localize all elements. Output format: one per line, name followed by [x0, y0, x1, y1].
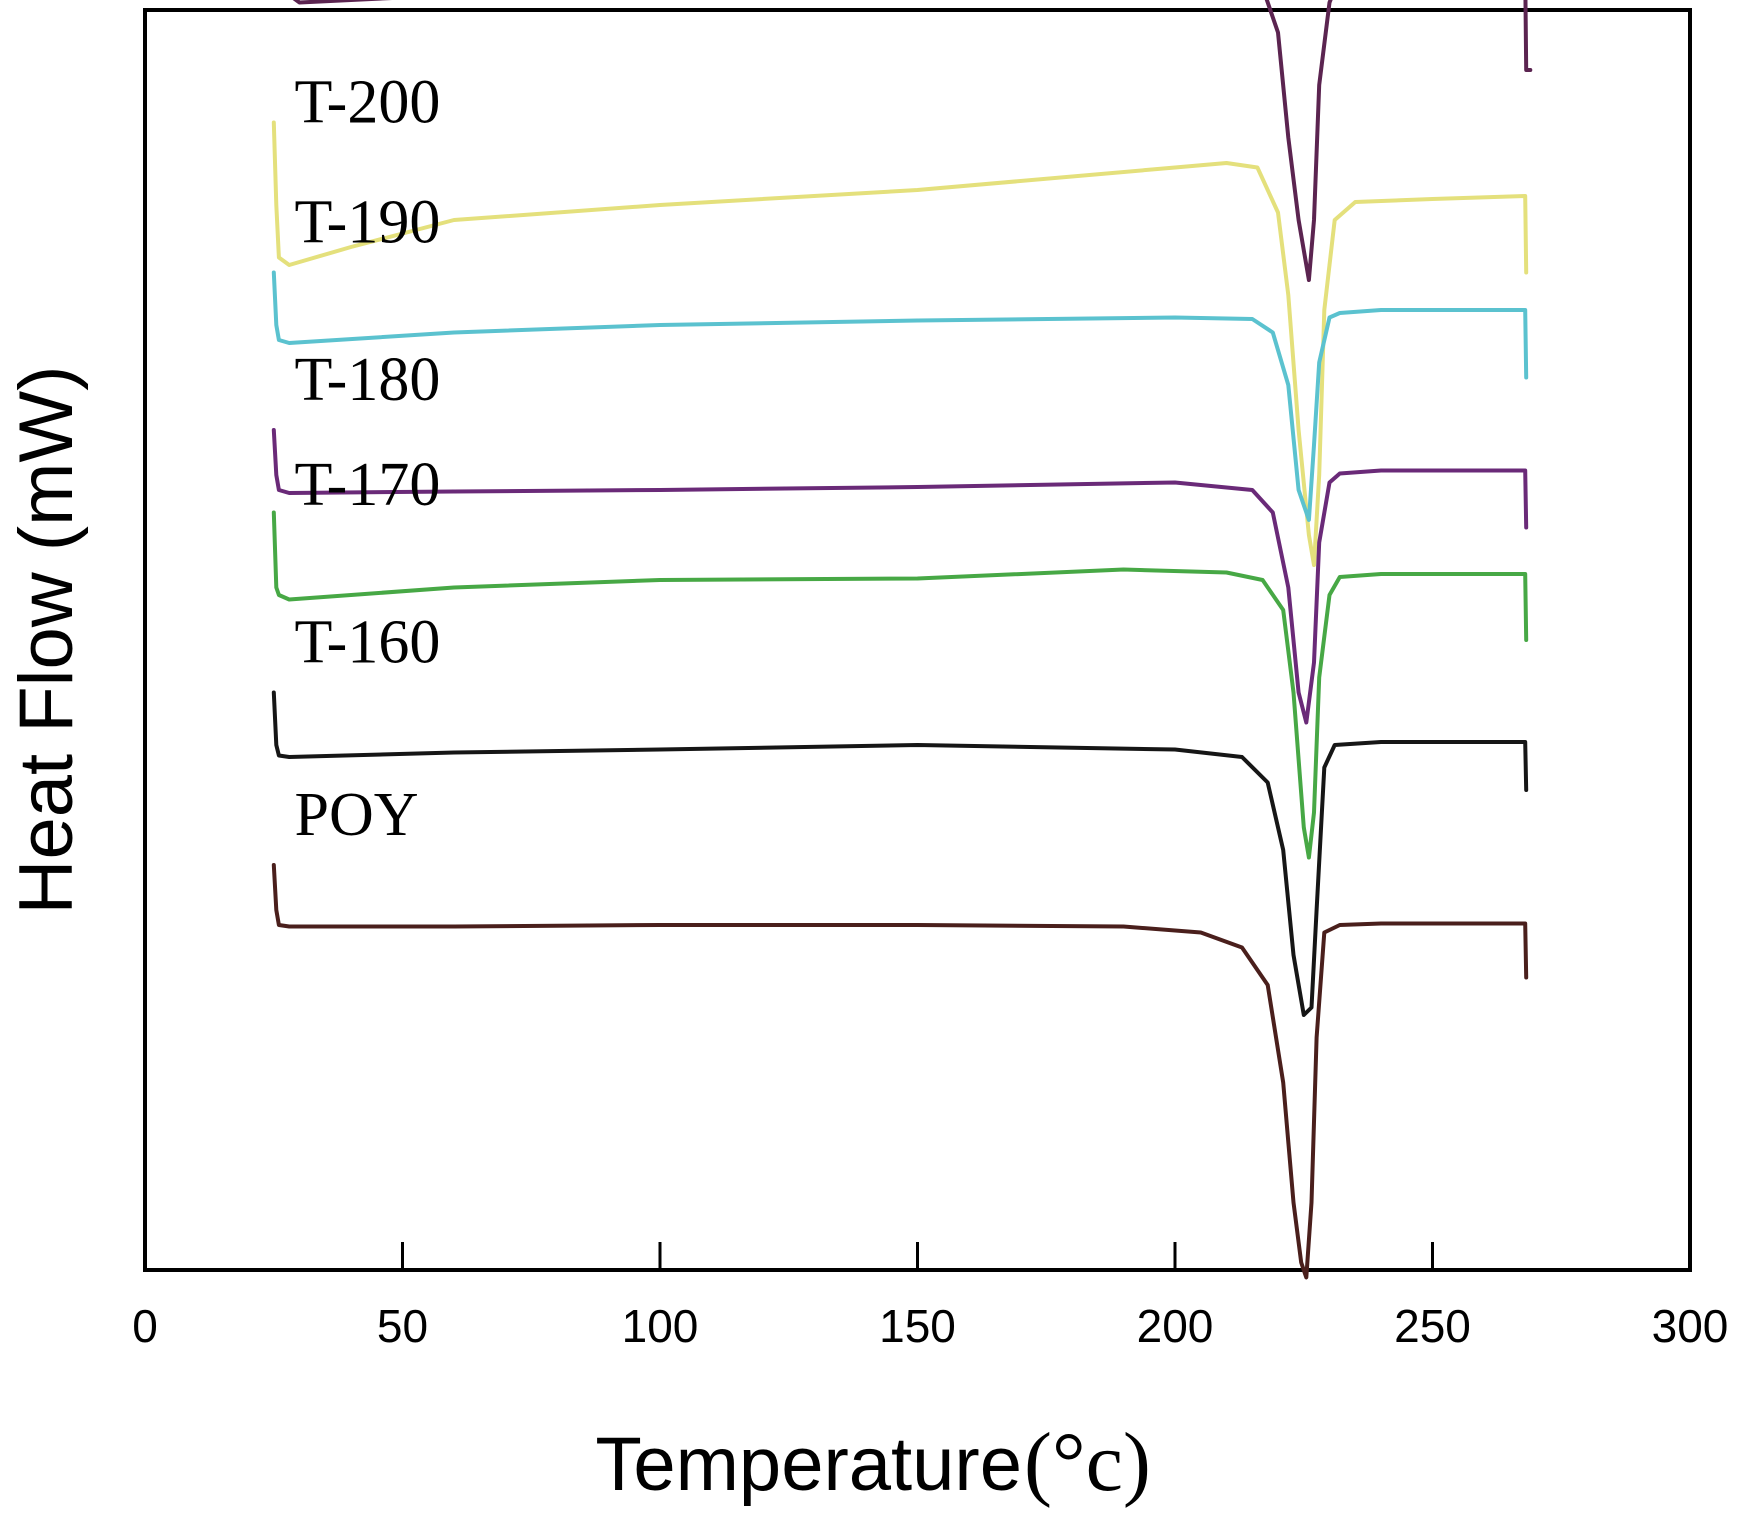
trace-t-170	[271, 510, 1529, 860]
trace-t-190	[271, 270, 1529, 522]
x-tick-label-50: 50	[377, 1300, 428, 1352]
x-axis-unit: (°c)	[1024, 1416, 1151, 1509]
series-label-poy: POY	[295, 781, 419, 849]
trace-at-190	[292, 0, 1533, 282]
trace-t-180	[271, 428, 1529, 725]
series-label-t-190: T-190	[295, 189, 441, 257]
x-tick-label-300: 300	[1652, 1300, 1729, 1352]
x-axis-title: Temperature	[595, 1422, 1022, 1507]
x-tick-label-200: 200	[1137, 1300, 1214, 1352]
x-tick-label-250: 250	[1394, 1300, 1471, 1352]
trace-poy	[271, 863, 1529, 1280]
y-axis-title: Heat Flow (mW)	[4, 366, 89, 915]
series-label-t-200: T-200	[295, 69, 441, 137]
series-traces	[271, 0, 1533, 1280]
x-axis-tick-labels: 0 50 100 150 200 250 300	[132, 1300, 1728, 1352]
series-label-t-160: T-160	[295, 609, 441, 677]
series-label-t-180: T-180	[295, 346, 441, 414]
x-tick-label-150: 150	[879, 1300, 956, 1352]
trace-t-160	[271, 690, 1529, 1017]
x-axis-ticks	[143, 1242, 1692, 1270]
x-tick-label-0: 0	[132, 1300, 158, 1352]
series-label-t-170: T-170	[295, 451, 441, 519]
trace-t-200	[271, 120, 1529, 567]
x-tick-label-100: 100	[622, 1300, 699, 1352]
